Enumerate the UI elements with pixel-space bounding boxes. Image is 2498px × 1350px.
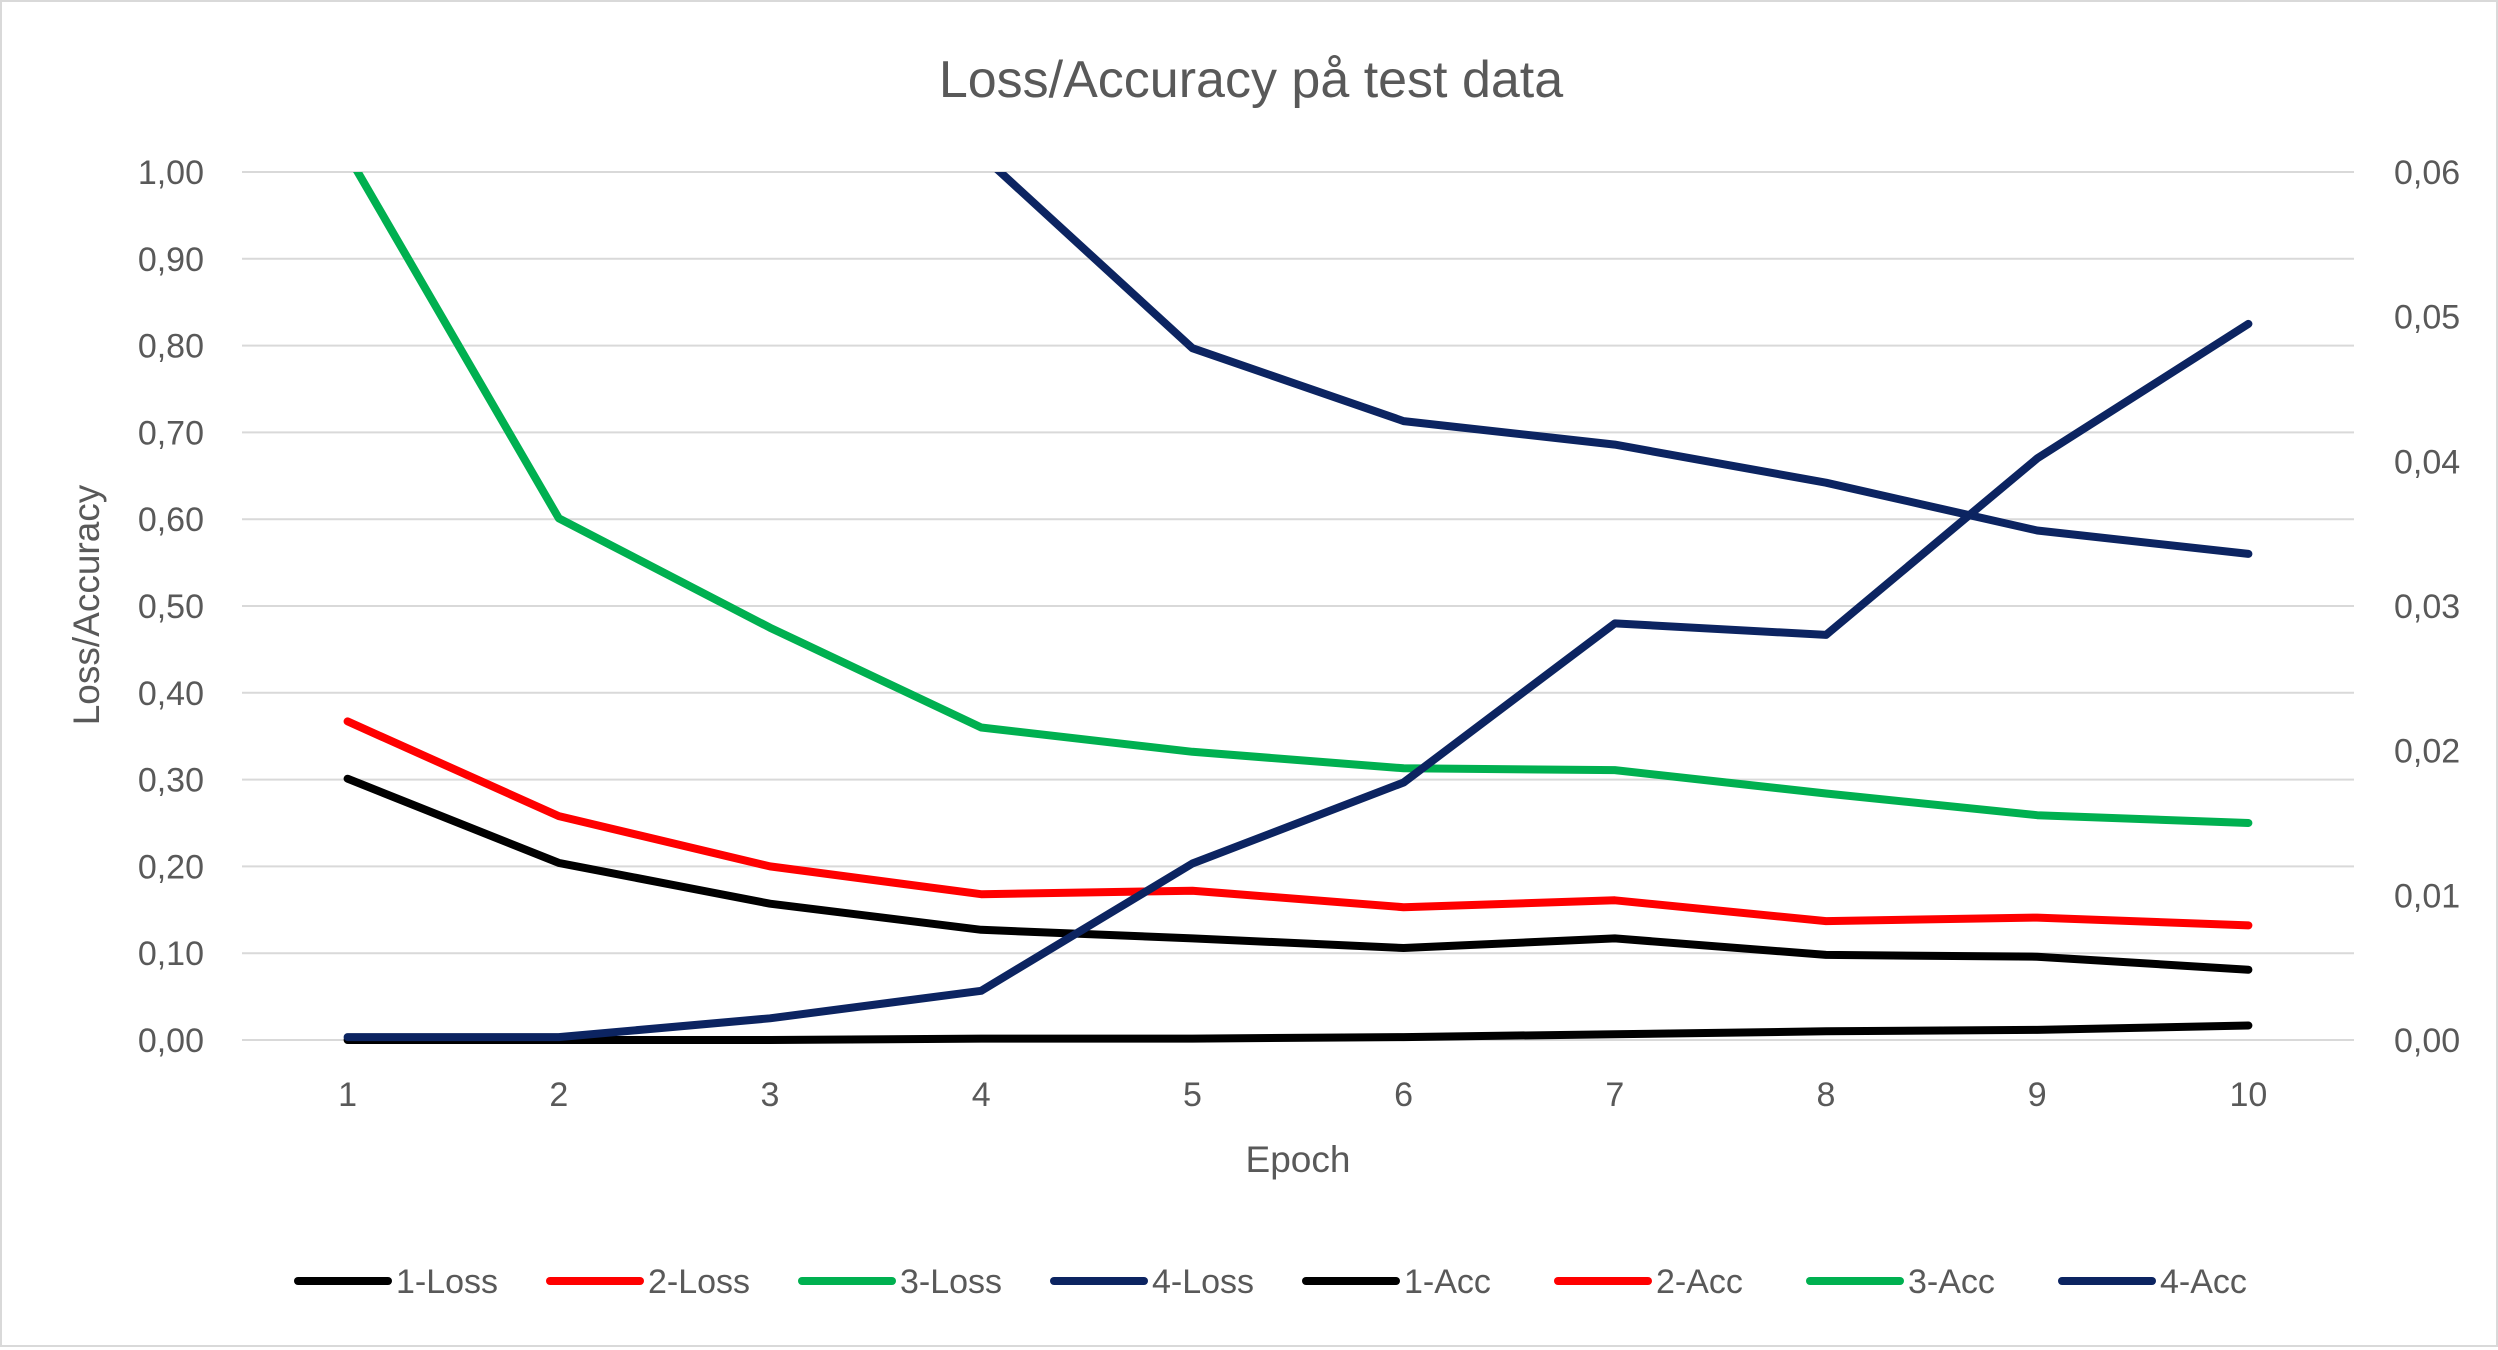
left-y-tick-label: 0,20	[138, 848, 204, 886]
legend-label-2-acc: 2-Acc	[1656, 1263, 1743, 1301]
x-tick-label: 2	[549, 1076, 568, 1114]
legend-label-2-loss: 2-Loss	[648, 1263, 750, 1301]
left-y-tick-label: 0,10	[138, 935, 204, 973]
left-y-tick-label: 0,40	[138, 675, 204, 713]
left-y-tick-label: 0,50	[138, 588, 204, 626]
legend-label-4-acc: 4-Acc	[2160, 1263, 2247, 1301]
legend-label-3-loss: 3-Loss	[900, 1263, 1002, 1301]
x-tick-label: 8	[1817, 1076, 1836, 1114]
y-axis-title: Loss/Accuracy	[66, 484, 107, 725]
right-y-tick-label: 0,00	[2394, 1022, 2460, 1060]
series-line-1-loss	[343, 774, 2253, 974]
x-axis-tick-labels: 1 2 3 4 5 6 7 8 9 10	[338, 1076, 2267, 1114]
series-line-4-loss	[994, 172, 2253, 558]
right-y-tick-label: 0,03	[2394, 588, 2460, 626]
left-y-tick-label: 1,00	[138, 154, 204, 192]
series-line-3-loss	[353, 172, 2253, 827]
x-tick-label: 6	[1394, 1076, 1413, 1114]
x-tick-label: 1	[338, 1076, 357, 1114]
left-y-tick-label: 0,70	[138, 414, 204, 452]
left-y-tick-label: 0,80	[138, 328, 204, 366]
right-y-tick-label: 0,06	[2394, 154, 2460, 192]
right-axis-tick-labels: 0,00 0,01 0,02 0,03 0,04 0,05 0,06	[2394, 154, 2460, 1060]
right-y-tick-label: 0,01	[2394, 877, 2460, 915]
right-y-tick-label: 0,02	[2394, 733, 2460, 771]
right-y-tick-label: 0,04	[2394, 443, 2460, 481]
legend-label-1-loss: 1-Loss	[396, 1263, 498, 1301]
series-line-1-acc	[343, 1021, 2253, 1044]
chart-title: Loss/Accuracy på test data	[939, 51, 1563, 109]
gridlines	[242, 171, 2354, 955]
series-line-4-acc	[343, 319, 2253, 1042]
x-tick-label: 5	[1183, 1076, 1202, 1114]
x-tick-label: 4	[972, 1076, 991, 1114]
x-axis-title: Epoch	[1246, 1139, 1351, 1180]
left-y-tick-label: 0,30	[138, 762, 204, 800]
series-lines	[343, 172, 2253, 1044]
legend-label-1-acc: 1-Acc	[1404, 1263, 1491, 1301]
left-axis-tick-labels: 0,00 0,10 0,20 0,30 0,40 0,50 0,60 0,70 0,80 0,90…	[138, 154, 204, 1060]
x-tick-label: 9	[2028, 1076, 2047, 1114]
legend-label-4-loss: 4-Loss	[1152, 1263, 1254, 1301]
right-y-tick-label: 0,05	[2394, 299, 2460, 337]
x-tick-label: 10	[2229, 1076, 2267, 1114]
series-line-2-loss	[343, 717, 2253, 930]
x-tick-label: 3	[761, 1076, 780, 1114]
left-y-tick-label: 0,00	[138, 1022, 204, 1060]
left-y-tick-label: 0,60	[138, 501, 204, 539]
legend-label-3-acc: 3-Acc	[1908, 1263, 1995, 1301]
x-tick-label: 7	[1605, 1076, 1624, 1114]
left-y-tick-label: 0,90	[138, 241, 204, 279]
legend: 1-Loss 2-Loss 3-Loss 4-Loss 1-Acc 2-Acc 3-Acc 4…	[294, 1263, 2247, 1301]
